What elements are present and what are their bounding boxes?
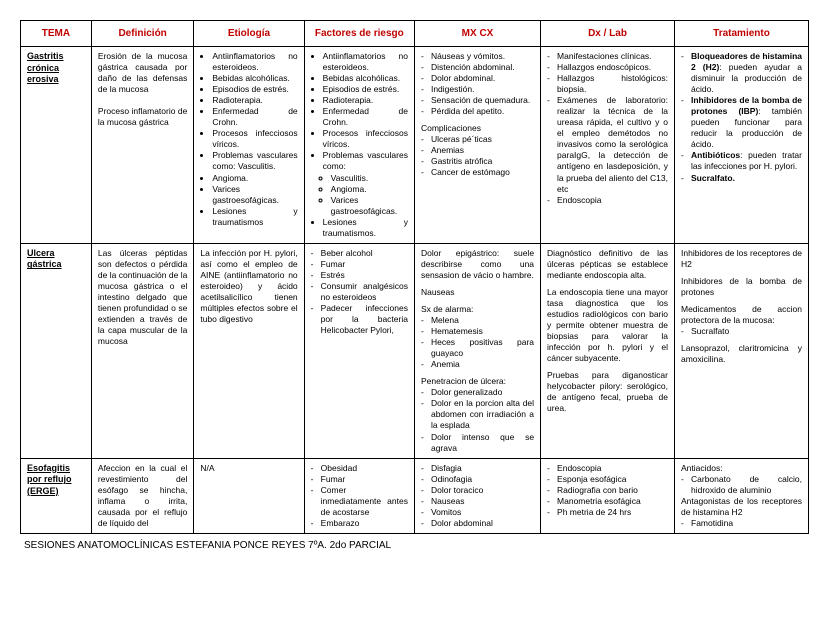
cell-tx: Antiacidos: Carbonato de calcio, hidroxi… xyxy=(675,458,809,533)
cell-mxcx: DisfagiaOdinofagiaDolor toracicoNauseasV… xyxy=(414,458,540,533)
hdr-dxlab: Dx / Lab xyxy=(541,21,675,47)
cell-def: Las úlceras péptidas son defectos o pérd… xyxy=(91,243,193,458)
cell-tema: Esofagitis por reflujo (ERGE) xyxy=(21,458,92,533)
cell-mxcx: Náuseas y vómitos.Distención abdominal.D… xyxy=(414,47,540,244)
row-gastritis: Gastritis crónica erosiva Erosión de la … xyxy=(21,47,809,244)
cell-etio: N/A xyxy=(194,458,304,533)
hdr-factores: Factores de riesgo xyxy=(304,21,414,47)
cell-dx: EndoscopiaEsponja esofágicaRadiografia c… xyxy=(541,458,675,533)
cell-fact: ObesidadFumarComer inmediatamente antes … xyxy=(304,458,414,533)
cell-mxcx: Dolor epigástrico: suele describirse com… xyxy=(414,243,540,458)
hdr-definicion: Definición xyxy=(91,21,193,47)
header-row: TEMA Definición Etiología Factores de ri… xyxy=(21,21,809,47)
cell-def: Erosión de la mucosa gástrica causada po… xyxy=(91,47,193,244)
hdr-mxcx: MX CX xyxy=(414,21,540,47)
cell-tema: Gastritis crónica erosiva xyxy=(21,47,92,244)
row-erge: Esofagitis por reflujo (ERGE) Afeccion e… xyxy=(21,458,809,533)
hdr-etiologia: Etiología xyxy=(194,21,304,47)
cell-tema: Ulcera gástrica xyxy=(21,243,92,458)
clinical-table: TEMA Definición Etiología Factores de ri… xyxy=(20,20,809,534)
page-footer: SESIONES ANATOMOCLÍNICAS ESTEFANIA PONCE… xyxy=(20,540,809,551)
row-ulcera: Ulcera gástrica Las úlceras péptidas son… xyxy=(21,243,809,458)
hdr-tratamiento: Tratamiento xyxy=(675,21,809,47)
cell-def: Afeccion en la cual el revestimiento del… xyxy=(91,458,193,533)
hdr-tema: TEMA xyxy=(21,21,92,47)
cell-etio: La infección por H. pylori, así como el … xyxy=(194,243,304,458)
cell-tx: Inhibidores de los receptores de H2 Inhi… xyxy=(675,243,809,458)
cell-etio: Antiinflamatorios no esteroideos.Bebidas… xyxy=(194,47,304,244)
cell-fact: Antiinflamatorios no esteroideos.Bebidas… xyxy=(304,47,414,244)
cell-dx: Manifestaciones clínicas.Hallazgos endos… xyxy=(541,47,675,244)
cell-tx: Bloqueadores de histamina 2 (H2): pueden… xyxy=(675,47,809,244)
cell-dx: Diagnóstico definitivo de las úlceras pé… xyxy=(541,243,675,458)
cell-fact: Beber alcoholFumarEstrésConsumir analgés… xyxy=(304,243,414,458)
